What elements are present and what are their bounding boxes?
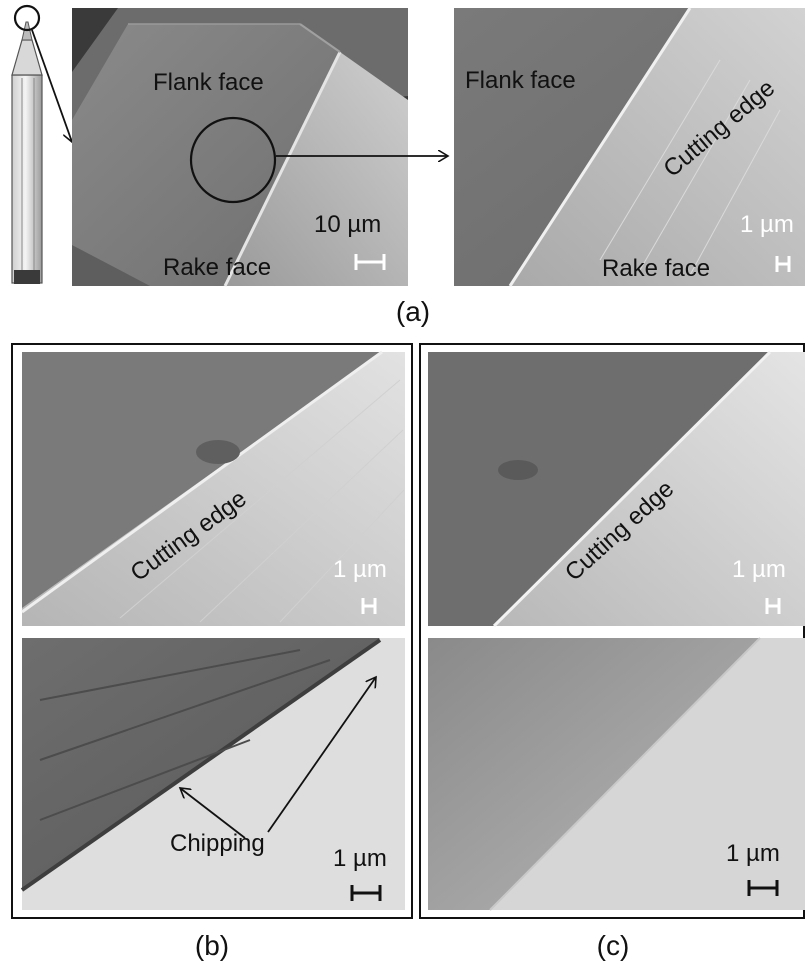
panel-b-bottom-image: Chipping 1 µm — [20, 638, 405, 910]
zoom-sem-image: Flank face Cutting edge Rake face 1 µm — [454, 7, 805, 287]
caption-c: (c) — [596, 930, 630, 961]
panel-c-bottom-image: 1 µm — [428, 637, 805, 911]
c-top-scale-bar — [765, 598, 781, 614]
zoom-scale-bar — [775, 256, 791, 272]
overview-flank-label: Flank face — [153, 69, 264, 96]
chipping-arrow-left — [180, 788, 246, 839]
b-bottom-chipping-label: Chipping — [170, 830, 265, 857]
overview-scale-label: 10 µm — [314, 211, 381, 238]
zoom-scale-label: 1 µm — [740, 211, 794, 238]
overview-rake-label: Rake face — [163, 254, 271, 281]
tip-to-overview-arrow — [31, 29, 72, 142]
zoom-flank-label: Flank face — [465, 67, 576, 94]
panel-b-frame — [11, 343, 413, 919]
microtool-drawing — [11, 21, 43, 284]
chipping-arrow-right — [267, 677, 376, 833]
b-top-scale-label: 1 µm — [333, 556, 387, 583]
c-top-scale-label: 1 µm — [732, 556, 786, 583]
c-bottom-scale-label: 1 µm — [726, 840, 780, 867]
overview-scale-bar — [354, 254, 386, 270]
zoom-rake-label: Rake face — [602, 255, 710, 282]
caption-a: (a) — [395, 296, 431, 327]
b-bottom-scale-bar — [350, 885, 382, 901]
c-bottom-scale-bar — [747, 880, 779, 896]
caption-b: (b) — [194, 930, 230, 961]
overview-sem-image: Flank face Rake face 10 µm — [72, 8, 408, 287]
panel-c-frame — [419, 343, 805, 919]
tool-tip-marker — [13, 4, 41, 32]
panel-c-top-image: Cutting edge 1 µm — [428, 350, 805, 628]
b-top-scale-bar — [361, 598, 377, 614]
b-bottom-scale-label: 1 µm — [333, 845, 387, 872]
panel-b-top-image: Cutting edge 1 µm — [21, 350, 405, 626]
